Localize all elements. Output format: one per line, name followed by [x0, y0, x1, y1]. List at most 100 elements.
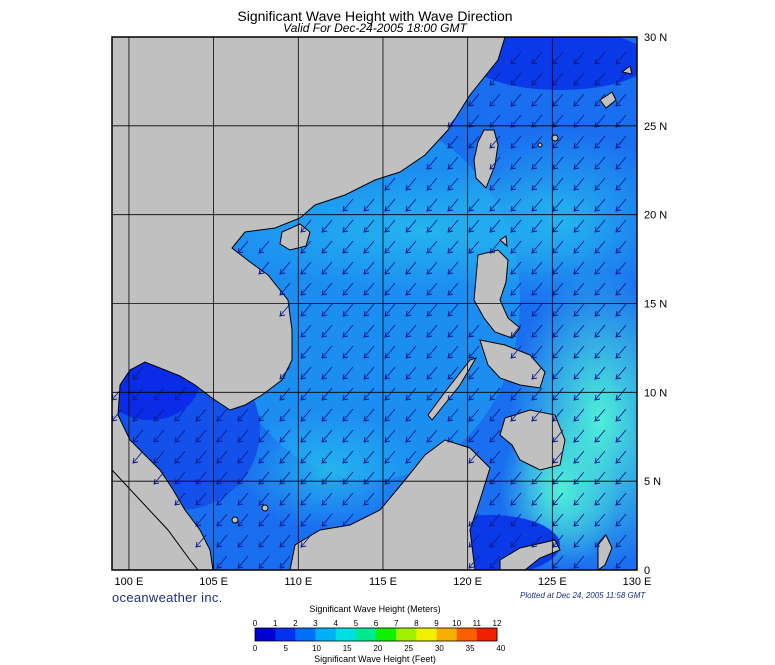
plotted-time: Plotted at Dec 24, 2005 11:58 GMT: [520, 591, 646, 600]
longitude-label: 120 E: [453, 576, 482, 588]
colorbar-segment: [335, 628, 357, 641]
wave-arrow: [426, 240, 438, 254]
wave-arrow: [216, 408, 228, 422]
wave-arrow: [594, 198, 606, 212]
colorbar-meter-tick: 0: [253, 619, 258, 628]
wave-arrow: [447, 408, 459, 422]
wave-arrow: [552, 135, 564, 149]
wave-arrow: [510, 177, 522, 191]
wave-arrow: [426, 303, 438, 317]
wave-arrow: [510, 219, 522, 233]
wave-arrow: [489, 198, 501, 212]
wave-arrow: [384, 177, 396, 191]
wave-arrow: [363, 345, 375, 359]
wave-arrow: [384, 282, 396, 296]
wave-arrow: [573, 240, 585, 254]
wave-arrow: [321, 261, 333, 275]
wave-arrow: [594, 282, 606, 296]
wave-arrow: [552, 429, 564, 443]
wave-arrow: [384, 324, 396, 338]
wave-arrow: [321, 513, 333, 527]
wave-arrow: [594, 324, 606, 338]
wave-arrow: [300, 219, 312, 233]
wave-arrow: [342, 345, 354, 359]
wave-arrow: [573, 93, 585, 107]
wave-arrow: [552, 240, 564, 254]
colorbar-segment: [456, 628, 478, 641]
wave-arrow: [615, 51, 627, 65]
wave-arrow: [594, 492, 606, 506]
wave-arrow: [447, 429, 459, 443]
wave-arrow: [300, 261, 312, 275]
colorbar-segment: [295, 628, 316, 641]
wave-arrow: [552, 282, 564, 296]
colorbar-segment: [376, 628, 397, 641]
wave-arrow: [384, 429, 396, 443]
wave-arrow: [510, 282, 522, 296]
wave-arrow: [384, 240, 396, 254]
wave-arrow: [342, 429, 354, 443]
wave-arrow: [615, 555, 627, 569]
colorbar-meter-tick: 7: [394, 619, 399, 628]
wave-arrow: [510, 240, 522, 254]
wave-arrow: [594, 114, 606, 128]
wave-arrow: [594, 51, 606, 65]
wave-arrow: [426, 366, 438, 380]
wave-arrow: [510, 471, 522, 485]
wave-arrow: [279, 450, 291, 464]
wave-arrow: [447, 177, 459, 191]
wave-arrow: [363, 261, 375, 275]
wave-arrow: [342, 366, 354, 380]
wave-arrow: [552, 261, 564, 275]
wave-arrow: [363, 387, 375, 401]
wave-arrow: [489, 513, 501, 527]
wave-arrow: [615, 450, 627, 464]
wave-arrow: [258, 240, 270, 254]
wave-arrow: [321, 324, 333, 338]
map-subtitle: Valid For Dec-24-2005 18:00 GMT: [283, 21, 467, 35]
wave-arrow: [279, 261, 291, 275]
wave-arrow: [195, 534, 207, 548]
wave-arrow: [132, 366, 144, 380]
colorbar-feet-tick: 25: [404, 644, 413, 653]
wave-arrow: [237, 513, 249, 527]
wave-arrow: [510, 513, 522, 527]
wave-arrow: [216, 534, 228, 548]
wave-arrow: [300, 366, 312, 380]
wave-arrow: [594, 72, 606, 86]
wave-arrow: [384, 450, 396, 464]
wave-arrow: [300, 240, 312, 254]
map-frame: [111, 36, 638, 571]
wave-arrow: [531, 303, 543, 317]
wave-arrow: [174, 492, 186, 506]
wave-arrow: [489, 471, 501, 485]
wave-arrow: [237, 450, 249, 464]
colorbar-feet-tick: 20: [373, 644, 382, 653]
wave-arrow: [468, 240, 480, 254]
wave-arrow: [426, 156, 438, 170]
colorbar-meter-tick: 5: [354, 619, 359, 628]
wave-arrow: [615, 429, 627, 443]
wave-arrow: [447, 387, 459, 401]
wave-arrow: [552, 513, 564, 527]
wave-arrow: [132, 450, 144, 464]
wave-arrow: [426, 261, 438, 275]
wave-arrow: [468, 93, 480, 107]
wave-arrow: [321, 492, 333, 506]
wave-arrow: [468, 219, 480, 233]
colorbar-segment: [255, 628, 276, 641]
longitude-label: 125 E: [538, 576, 567, 588]
wave-arrow: [300, 492, 312, 506]
wave-arrow: [342, 471, 354, 485]
wave-arrow: [363, 492, 375, 506]
colorbar-meter-tick: 2: [293, 619, 298, 628]
longitude-label: 130 E: [623, 576, 652, 588]
wave-arrow: [237, 429, 249, 443]
land-sulawesi: [499, 539, 561, 570]
wave-arrow: [510, 408, 522, 422]
wave-arrow: [573, 324, 585, 338]
wave-arrow: [363, 471, 375, 485]
wave-arrow: [594, 387, 606, 401]
wave-arrow: [258, 471, 270, 485]
colorbar-meter-tick: 10: [452, 619, 461, 628]
